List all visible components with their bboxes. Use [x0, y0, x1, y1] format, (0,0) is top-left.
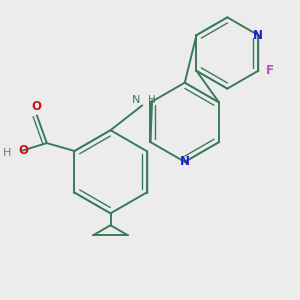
Text: N: N: [180, 155, 190, 168]
Text: O: O: [18, 143, 28, 157]
Text: O: O: [32, 100, 42, 113]
Text: F: F: [266, 64, 274, 77]
Text: N: N: [132, 95, 140, 106]
Text: H: H: [3, 148, 11, 158]
Text: H: H: [148, 95, 156, 106]
Text: N: N: [253, 29, 263, 42]
